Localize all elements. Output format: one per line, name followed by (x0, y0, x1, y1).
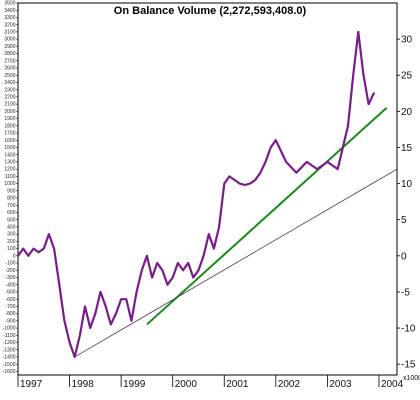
left-tick-label: 700 (7, 203, 16, 209)
left-tick-label: -1500 (3, 362, 16, 368)
left-tick-label: 800 (7, 196, 16, 202)
left-tick-label: 2800 (4, 51, 15, 57)
left-tick-label: 2600 (4, 66, 15, 72)
left-tick-label: 400 (7, 225, 16, 231)
left-tick-label: -600 (5, 297, 15, 303)
plot-frame (17, 2, 398, 376)
right-tick-label: 30 (401, 35, 413, 46)
x-tick-label: 2000 (175, 379, 198, 390)
x-tick-label: 1998 (72, 379, 95, 390)
x-axis: 1997 1998 1999 2000 2001 2002 2003 2004 (17, 375, 404, 390)
left-tick-label: -1200 (3, 340, 16, 346)
left-tick-label: -500 (5, 290, 15, 296)
right-tick-label: 15 (401, 143, 413, 154)
left-tick-label: 1300 (4, 160, 15, 166)
left-tick-label: 1800 (4, 123, 15, 129)
left-tick-label: 2000 (4, 109, 15, 115)
left-tick-label: 0 (13, 253, 16, 259)
x-tick-label: 1999 (123, 379, 146, 390)
left-tick-label: -1100 (3, 333, 16, 339)
right-tick-label: -15 (401, 360, 416, 371)
left-tick-label: -700 (5, 304, 15, 310)
right-tick-label: 10 (401, 179, 413, 190)
left-tick-label: 2500 (4, 73, 15, 79)
left-tick-label: 3000 (4, 37, 15, 43)
left-tick-label: 2700 (4, 58, 15, 64)
left-tick-label: 3500 (4, 1, 15, 7)
trendlines (74, 106, 398, 358)
left-tick-label: 1600 (4, 138, 15, 144)
right-tick-label: 0 (401, 251, 407, 262)
left-tick-label: 600 (7, 210, 16, 216)
x-tick-label: 2004 (381, 379, 404, 390)
left-tick-label: -1000 (3, 326, 16, 332)
trendline (146, 106, 388, 326)
left-tick-label: 500 (7, 217, 16, 223)
left-tick-label: 1500 (4, 145, 15, 151)
left-tick-label: 3200 (4, 22, 15, 28)
left-tick-label: 1700 (4, 131, 15, 137)
left-tick-label: -200 (5, 268, 15, 274)
trendline (74, 168, 398, 358)
left-tick-label: 300 (7, 232, 16, 238)
left-tick-label: 2100 (4, 102, 15, 108)
left-tick-label: -400 (5, 282, 15, 288)
left-tick-label: 2200 (4, 95, 15, 101)
left-tick-label: 3400 (4, 8, 15, 14)
x-tick-label: 2002 (278, 379, 301, 390)
left-tick-label: 100 (7, 246, 16, 252)
obv-series-line (16, 30, 375, 358)
left-tick-label: 2300 (4, 87, 15, 93)
right-tick-label: -5 (401, 287, 410, 298)
right-tick-label: -10 (401, 324, 416, 335)
left-tick-label: 1000 (4, 181, 15, 187)
left-tick-label: 2900 (4, 44, 15, 50)
left-tick-label: 3100 (4, 29, 15, 35)
right-axis: 30 25 20 15 10 5 0 -5 -10 -15 (397, 35, 416, 371)
left-tick-label: 2400 (4, 80, 15, 86)
left-tick-label: -300 (5, 275, 15, 281)
left-tick-label: -1400 (3, 355, 16, 361)
x-tick-label: 2003 (329, 379, 352, 390)
right-tick-label: 20 (401, 107, 413, 118)
left-tick-label: 3300 (4, 15, 15, 21)
right-axis-unit: x1000 (403, 375, 420, 382)
left-tick-label: 1900 (4, 116, 15, 122)
left-tick-label: -1600 (3, 369, 16, 375)
chart-title: On Balance Volume (2,272,593,408.0) (114, 5, 307, 17)
left-tick-label: -1300 (3, 347, 16, 353)
left-tick-label: 1400 (4, 152, 15, 158)
left-tick-label: 1100 (5, 174, 16, 180)
x-tick-label: 2001 (226, 379, 249, 390)
left-tick-label: 200 (7, 239, 16, 245)
left-tick-label: 1200 (4, 167, 15, 173)
series-layer (16, 30, 375, 358)
left-axis: 3500340033003200310030002900280027002600… (3, 1, 18, 375)
left-tick-label: -800 (5, 311, 15, 317)
left-tick-label: -900 (5, 318, 15, 324)
right-tick-label: 25 (401, 71, 413, 82)
right-tick-label: 5 (401, 215, 407, 226)
x-tick-label: 1997 (20, 379, 43, 390)
left-tick-label: -100 (5, 261, 15, 267)
left-tick-label: 900 (7, 188, 16, 194)
